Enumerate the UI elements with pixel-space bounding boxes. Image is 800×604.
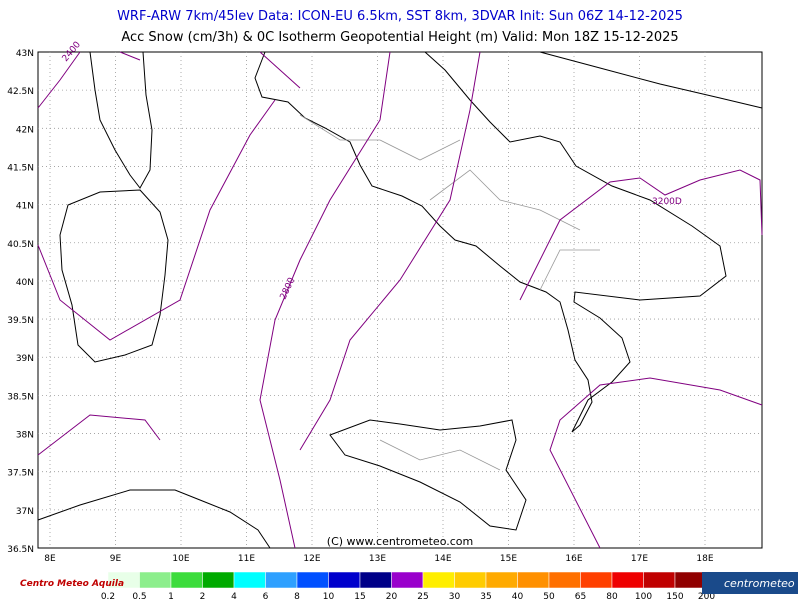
lat-label: 39N [16, 354, 34, 364]
logo-right-bg [702, 572, 798, 594]
legend-swatch [233, 571, 266, 589]
lat-label: 42.5N [7, 87, 34, 97]
lat-label: 39.5N [7, 316, 34, 326]
lat-label: 38.5N [7, 392, 34, 402]
legend-label: 150 [666, 592, 683, 600]
legend-swatch [202, 571, 235, 589]
logo-left: Centro Meteo Aquila [20, 579, 124, 589]
legend-swatch [517, 571, 550, 589]
legend-label: 80 [606, 592, 618, 600]
lon-label: 18E [696, 554, 713, 564]
lon-label: 15E [500, 554, 517, 564]
lon-label: 14E [434, 554, 451, 564]
legend-label: 15 [354, 592, 365, 600]
legend-label: 65 [575, 592, 586, 600]
lon-label: 17E [631, 554, 648, 564]
legend-swatch [611, 571, 644, 589]
logo-right: centrometeo [724, 577, 795, 590]
legend-label: 20 [386, 592, 398, 600]
lon-label: 8E [44, 554, 56, 564]
legend-swatch [170, 571, 203, 589]
lon-label: 10E [172, 554, 189, 564]
legend-label: 40 [512, 592, 524, 600]
legend-swatch [139, 571, 172, 589]
title: WRF-ARW 7km/45lev Data: ICON-EU 6.5km, S… [117, 9, 683, 24]
legend-swatch [580, 571, 613, 589]
contour-label: 3200D [652, 197, 682, 207]
italy [254, 51, 727, 433]
legend-label: 200 [698, 592, 715, 600]
legend-label: 30 [449, 592, 461, 600]
lat-label: 41.5N [7, 163, 34, 173]
legend-label: 2 [200, 592, 206, 600]
legend-swatch [548, 571, 581, 589]
legend-label: 0.2 [101, 592, 115, 600]
lon-label: 13E [369, 554, 386, 564]
legend-label: 6 [263, 592, 269, 600]
legend-swatch [422, 571, 455, 589]
sicily [329, 419, 527, 531]
lon-label: 12E [303, 554, 320, 564]
legend-swatch [391, 571, 424, 589]
contour-3000 [299, 51, 763, 549]
legend-swatch [643, 571, 676, 589]
legend-swatch [454, 571, 487, 589]
legend-swatch [485, 571, 518, 589]
legend-swatch [674, 571, 707, 589]
legend-label: 25 [417, 592, 428, 600]
copyright: (C) www.centrometeo.com [327, 535, 473, 548]
lat-label: 40N [16, 278, 34, 288]
legend-swatch [296, 571, 329, 589]
sardinia [59, 189, 169, 363]
corsica [89, 51, 153, 189]
lat-label: 37.5N [7, 469, 34, 479]
regions [299, 114, 600, 471]
lat-label: 38N [16, 431, 34, 441]
map: 2400 2800 3200D (C) www.centrometeo.com [37, 40, 763, 549]
legend-swatch [265, 571, 298, 589]
legend-swatch [328, 571, 361, 589]
tunisia [37, 489, 271, 549]
contour-3200 [519, 169, 763, 301]
legend-label: 100 [635, 592, 652, 600]
legend: 0.2 0.5 1 2 4 6 8 10 15 20 25 30 35 40 50 65 80 100 150 200 [101, 571, 742, 602]
lon-label: 16E [565, 554, 582, 564]
legend-label: 1 [168, 592, 174, 600]
lat-label: 41N [16, 202, 34, 212]
legend-label: 50 [543, 592, 555, 600]
legend-label: 8 [294, 592, 300, 600]
balkans [539, 51, 763, 109]
contour-2800 [37, 51, 391, 549]
legend-label: 4 [231, 592, 237, 600]
lon-label: 11E [238, 554, 255, 564]
lon-label: 9E [110, 554, 122, 564]
contour-2400 [37, 51, 301, 109]
lat-label: 40.5N [7, 240, 34, 250]
legend-label: 35 [480, 592, 491, 600]
lat-label: 43N [16, 49, 34, 59]
lat-label: 37N [16, 507, 34, 517]
lat-label: 42N [16, 125, 34, 135]
subtitle: Acc Snow (cm/3h) & 0C Isotherm Geopotent… [121, 30, 678, 45]
legend-label: 0.5 [132, 592, 146, 600]
legend-swatch [359, 571, 392, 589]
legend-label: 10 [323, 592, 335, 600]
lat-label: 36.5N [7, 545, 34, 555]
